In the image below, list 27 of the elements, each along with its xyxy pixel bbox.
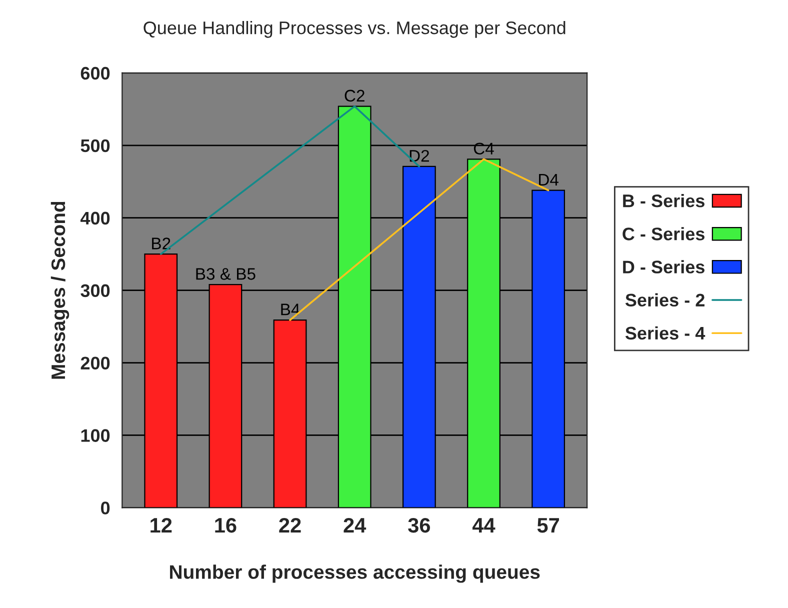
legend-label: Series - 2 (625, 293, 704, 307)
y-tick-label: 500 (80, 139, 110, 152)
x-tick-label: 24 (344, 518, 366, 532)
chart-title: Queue Handling Processes vs. Message per Second (144, 20, 566, 38)
y-axis-title: Messages / Second (50, 202, 70, 379)
legend-label: B - Series (623, 194, 704, 208)
x-tick-label: 22 (279, 518, 301, 532)
legend-label: C - Series (622, 227, 704, 240)
y-tick-label: 100 (81, 429, 110, 442)
x-tick-label: 57 (537, 518, 559, 533)
y-tick-label: 300 (80, 284, 110, 298)
y-tick-label: 400 (80, 212, 110, 225)
y-tick-label: 0 (101, 502, 110, 514)
x-tick-label: 44 (472, 518, 496, 532)
data-label: D4 (539, 174, 558, 186)
x-tick-label: 16 (215, 518, 236, 533)
legend-label: D - Series (623, 260, 704, 274)
data-label: B2 (152, 238, 170, 250)
data-label: B3 & B5 (196, 268, 256, 280)
data-label: B4 (281, 304, 300, 316)
y-tick-label: 600 (80, 66, 110, 80)
y-tick-label: 200 (80, 356, 110, 370)
legend-label: Series - 4 (625, 326, 706, 340)
data-label: C2 (344, 90, 364, 102)
x-tick-label: 36 (408, 518, 430, 533)
x-axis-title: Number of processes accessing queues (170, 564, 540, 583)
x-tick-label: 12 (150, 518, 172, 532)
